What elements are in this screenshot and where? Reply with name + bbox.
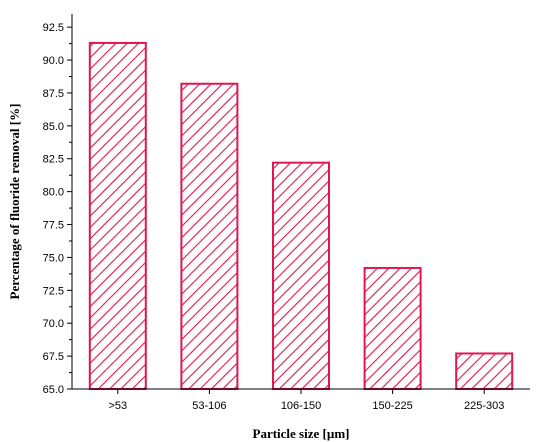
y-tick-label: 92.5 xyxy=(43,22,64,34)
y-tick-label: 67.5 xyxy=(43,351,64,363)
y-tick-label: 75.0 xyxy=(43,252,64,264)
y-tick-label: 70.0 xyxy=(43,318,64,330)
x-axis-title: Particle size [µm] xyxy=(253,426,350,441)
y-tick-label: 72.5 xyxy=(43,285,64,297)
y-axis-ticks: 65.0 67.5 70.0 72.5 75.0 77.5 80.0 82.5 85.0 87.5… xyxy=(43,22,72,396)
y-tick-label: 85.0 xyxy=(43,121,64,133)
bars-group xyxy=(88,41,514,391)
y-tick-label: 90.0 xyxy=(43,55,64,67)
y-tick-label: 82.5 xyxy=(43,154,64,166)
bar-1 xyxy=(180,82,239,390)
y-tick-label: 65.0 xyxy=(43,384,64,396)
x-tick-label: 53-106 xyxy=(192,400,226,412)
y-axis-title: Percentage of fluoride removal [%] xyxy=(7,104,22,300)
bar-3 xyxy=(363,266,422,390)
x-tick-label: >53 xyxy=(108,400,127,412)
bar-0 xyxy=(88,41,147,391)
bar-4 xyxy=(455,352,514,391)
x-tick-label: 225-303 xyxy=(464,400,504,412)
y-tick-label: 80.0 xyxy=(43,187,64,199)
x-axis-ticks: >53 53-106 106-150 150-225 225-303 xyxy=(108,389,504,412)
y-tick-label: 87.5 xyxy=(43,88,64,100)
y-tick-label: 77.5 xyxy=(43,220,64,232)
x-tick-label: 150-225 xyxy=(372,400,412,412)
x-tick-label: 106-150 xyxy=(281,400,321,412)
bar-2 xyxy=(272,161,330,390)
